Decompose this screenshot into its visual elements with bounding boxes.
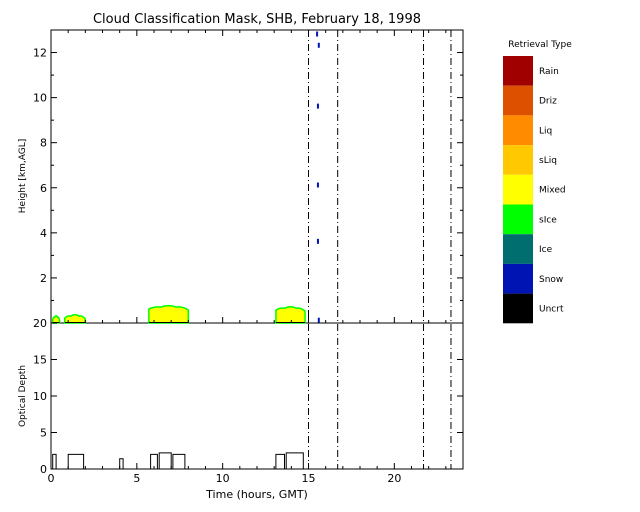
y-tick-label: 10 xyxy=(33,92,47,105)
x-tick-label: 0 xyxy=(48,472,55,485)
snow-point xyxy=(317,42,320,48)
legend-label-mixed: Mixed xyxy=(539,186,566,196)
snow-point xyxy=(316,238,319,244)
snow-point xyxy=(316,182,319,188)
y-tick-label: 5 xyxy=(40,427,47,440)
snow-point xyxy=(317,317,320,323)
depth-y-axis-label: Optical Depth xyxy=(18,365,28,427)
y-tick-label: 2 xyxy=(40,272,47,285)
mask-y-axis-label: Height [km,AGL] xyxy=(18,139,28,213)
legend-label-sliq: sLiq xyxy=(539,156,557,166)
legend-label-sice: sIce xyxy=(539,215,557,225)
cloud-region xyxy=(148,304,190,324)
legend-label-snow: Snow xyxy=(539,275,563,285)
cloud-region xyxy=(51,315,61,324)
legend-label-uncrt: Uncrt xyxy=(539,304,564,314)
legend-swatch-snow xyxy=(503,263,533,294)
snow-point xyxy=(316,103,319,109)
legend-title: Retrieval Type xyxy=(508,40,572,50)
legend-label-ice: Ice xyxy=(539,245,553,255)
legend-label-driz: Driz xyxy=(539,97,557,107)
y-tick-label: 20 xyxy=(33,317,47,330)
legend-swatch-uncrt xyxy=(503,293,533,324)
optical-depth-layer xyxy=(51,452,463,470)
legend-swatch-ice xyxy=(503,234,533,264)
y-tick-label: 10 xyxy=(33,390,47,403)
legend-swatch-liq xyxy=(503,115,533,146)
reference-lines xyxy=(308,30,452,469)
legend-label-rain: Rain xyxy=(539,67,559,77)
x-tick-label: 20 xyxy=(387,472,401,485)
legend-swatch-sice xyxy=(503,204,533,235)
legend-swatch-mixed xyxy=(503,174,533,205)
legend-swatch-driz xyxy=(503,85,533,116)
x-tick-label: 15 xyxy=(302,472,316,485)
legend-label-liq: Liq xyxy=(539,126,552,136)
optical-depth-plot-frame xyxy=(50,322,464,470)
y-tick-label: 6 xyxy=(40,182,47,195)
legend-swatch-sliq xyxy=(503,145,533,175)
chart-title: Cloud Classification Mask, SHB, February… xyxy=(93,12,421,27)
y-tick-label: 15 xyxy=(33,354,47,367)
optical-depth-line xyxy=(51,452,463,470)
x-tick-label: 10 xyxy=(216,472,230,485)
cloud-mask-layer xyxy=(51,31,320,324)
legend: Rain Driz Liq sLiq Mixed sIce Ice Snow Uncrt xyxy=(503,56,566,324)
legend-swatch-rain xyxy=(503,56,533,86)
y-tick-label: 12 xyxy=(33,47,47,60)
cloud-region xyxy=(275,305,306,324)
mask-plot-frame xyxy=(50,29,464,324)
snow-point xyxy=(316,31,319,37)
y-tick-label: 0 xyxy=(40,463,47,476)
x-axis-label: Time (hours, GMT) xyxy=(205,488,308,501)
cloud-region xyxy=(63,313,87,324)
axis-ticks: 2 4 6 8 10 12 0 5 10 15 20 0 5 10 15 20 xyxy=(33,30,463,485)
y-tick-label: 8 xyxy=(40,137,47,150)
y-tick-label: 4 xyxy=(40,227,47,240)
x-tick-label: 5 xyxy=(133,472,140,485)
